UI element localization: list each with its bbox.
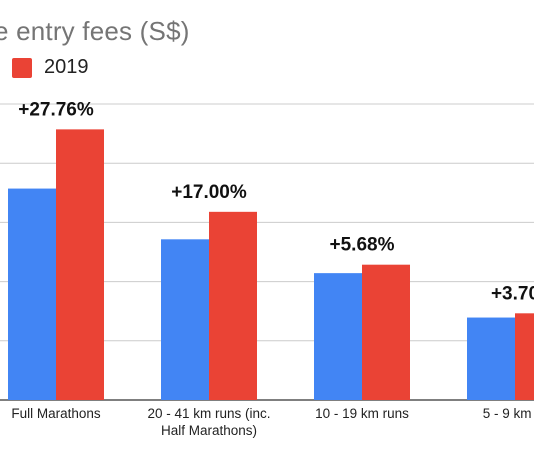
- data-label-2: +5.68%: [330, 235, 395, 256]
- legend-swatch-2019: [12, 57, 32, 78]
- bar-series1-0: [8, 188, 56, 400]
- data-label-0: +27.76%: [18, 99, 94, 120]
- bar-2019-2: [362, 264, 410, 400]
- chart-title: e entry fees (S$): [0, 16, 190, 46]
- legend-label-2019: 2019: [44, 56, 89, 78]
- data-label-1: +17.00%: [171, 182, 247, 203]
- data-label-3: +3.70: [491, 283, 534, 304]
- bar-series1-2: [314, 273, 362, 400]
- bar-series1-3: [467, 317, 515, 400]
- bar-2019-3: [515, 313, 534, 400]
- x-tick-label-1: 20 - 41 km runs (inc. Half Marathons): [147, 406, 270, 438]
- bar-2019-1: [209, 211, 257, 400]
- x-tick-label-2: 10 - 19 km runs: [315, 406, 409, 421]
- legend: 2019: [12, 56, 89, 79]
- bar-series1-1: [161, 239, 209, 400]
- bar-2019-0: [56, 129, 104, 400]
- x-tick-label-0: Full Marathons: [11, 406, 101, 421]
- x-tick-label-3: 5 - 9 km ru: [483, 406, 534, 421]
